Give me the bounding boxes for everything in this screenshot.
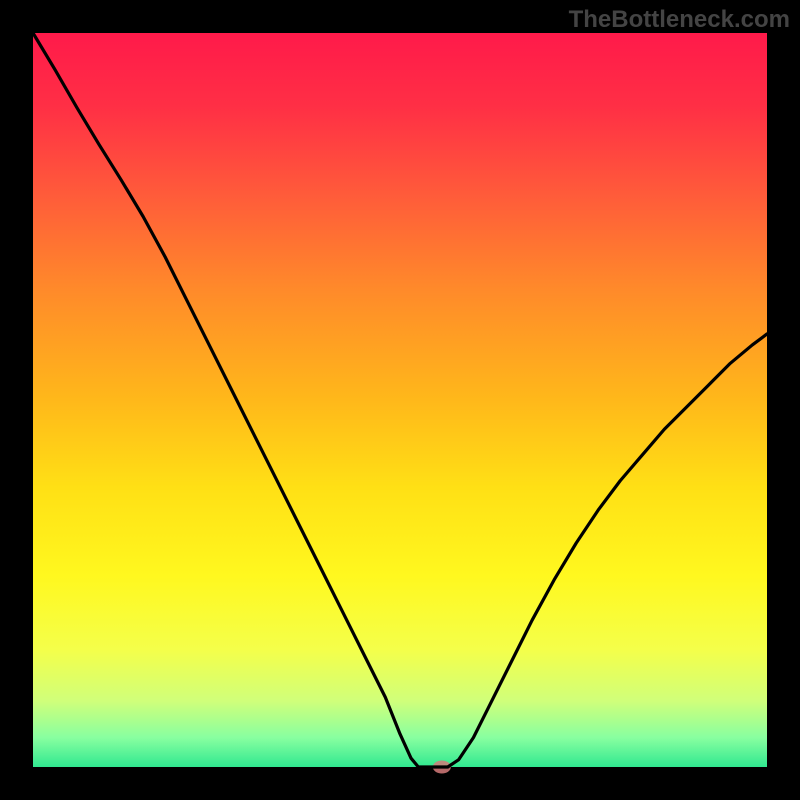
gradient-background: [33, 33, 767, 767]
chart-container: { "watermark": { "text": "TheBottleneck.…: [0, 0, 800, 800]
bottleneck-chart: [0, 0, 800, 800]
watermark-text: TheBottleneck.com: [569, 6, 790, 34]
